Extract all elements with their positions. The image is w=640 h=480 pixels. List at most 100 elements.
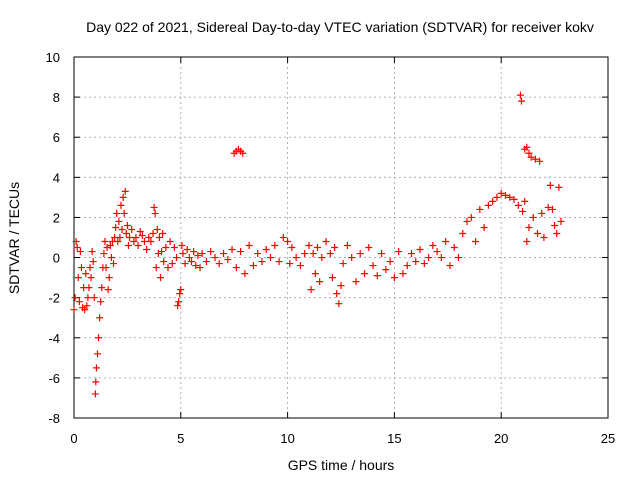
data-point (301, 250, 309, 258)
data-point (510, 195, 518, 203)
data-point (544, 203, 552, 211)
data-point (521, 197, 529, 205)
y-tick-label: 4 (53, 170, 60, 185)
x-tick-label: 10 (280, 431, 294, 446)
data-point (275, 258, 283, 266)
data-point (352, 278, 360, 286)
data-point (145, 234, 153, 241)
data-point (118, 225, 126, 233)
data-point (107, 254, 115, 262)
data-point (516, 91, 524, 99)
y-tick-label: 0 (53, 251, 60, 266)
data-point (314, 244, 322, 252)
data-point (296, 262, 304, 270)
data-point (196, 264, 204, 272)
data-point (548, 205, 556, 213)
data-point (130, 238, 138, 246)
y-tick-label: -6 (48, 371, 60, 386)
data-point (126, 234, 134, 241)
data-point (174, 302, 182, 310)
data-point (89, 258, 97, 266)
data-point (339, 260, 347, 268)
data-point (81, 306, 89, 314)
data-point (523, 143, 531, 151)
data-point (168, 260, 176, 268)
y-tick-label: 10 (46, 50, 60, 65)
data-point (134, 242, 142, 250)
data-point (75, 298, 83, 306)
data-point (506, 193, 514, 201)
data-point (114, 238, 122, 246)
data-point (122, 229, 130, 237)
data-point (480, 223, 488, 231)
data-point (286, 260, 294, 268)
x-tick-label: 15 (387, 431, 401, 446)
data-point (91, 390, 99, 398)
data-point (105, 274, 113, 282)
data-point (115, 217, 123, 225)
data-point (190, 248, 198, 256)
data-point (106, 242, 114, 250)
data-point (73, 244, 81, 252)
data-point (202, 258, 210, 266)
data-point (162, 244, 170, 252)
data-point (476, 205, 484, 213)
data-point (519, 207, 527, 215)
data-point (454, 254, 462, 262)
x-axis-label: GPS time / hours (288, 457, 395, 473)
y-tick-label: 2 (53, 210, 60, 225)
axis-ticks: 0 5 10 15 20 25 -8 -6 -4 -2 0 2 4 6 8 10 (46, 50, 616, 446)
data-point (123, 221, 131, 229)
data-point (279, 234, 287, 241)
data-point (207, 248, 215, 256)
data-point (178, 242, 186, 250)
data-point (416, 246, 424, 254)
grid (74, 57, 608, 418)
data-point (192, 262, 200, 270)
data-point (160, 258, 168, 266)
data-point (155, 234, 163, 241)
data-point (523, 238, 531, 246)
data-point (92, 378, 100, 386)
data-point (220, 250, 228, 258)
data-point (157, 274, 165, 282)
data-point (517, 97, 525, 105)
data-point (228, 246, 236, 254)
data-point (119, 193, 127, 201)
data-point (116, 234, 124, 241)
data-point (179, 250, 187, 258)
data-point (93, 350, 101, 358)
data-point (538, 209, 546, 217)
data-point (390, 274, 398, 282)
data-point (534, 229, 542, 237)
data-point (318, 254, 326, 262)
data-point (525, 223, 533, 231)
data-point (83, 302, 91, 310)
data-point (120, 209, 128, 217)
data-point (152, 264, 160, 272)
data-point (459, 229, 467, 237)
data-point (497, 189, 505, 197)
data-point (446, 262, 454, 270)
data-point (72, 238, 80, 246)
data-point (335, 300, 343, 308)
data-point (262, 246, 270, 254)
data-point (138, 231, 146, 239)
data-point (241, 270, 249, 278)
x-tick-label: 25 (601, 431, 615, 446)
data-point (420, 260, 428, 268)
data-point (85, 284, 93, 292)
data-point (365, 244, 373, 252)
data-point (121, 187, 129, 195)
data-point (305, 242, 313, 250)
plot-frame (73, 56, 609, 419)
data-point (104, 286, 112, 294)
data-point (501, 191, 509, 199)
data-point (258, 258, 266, 266)
data-point (150, 203, 158, 211)
data-point (386, 258, 394, 266)
data-point (472, 238, 480, 246)
data-point (467, 213, 475, 221)
data-point (403, 262, 411, 270)
